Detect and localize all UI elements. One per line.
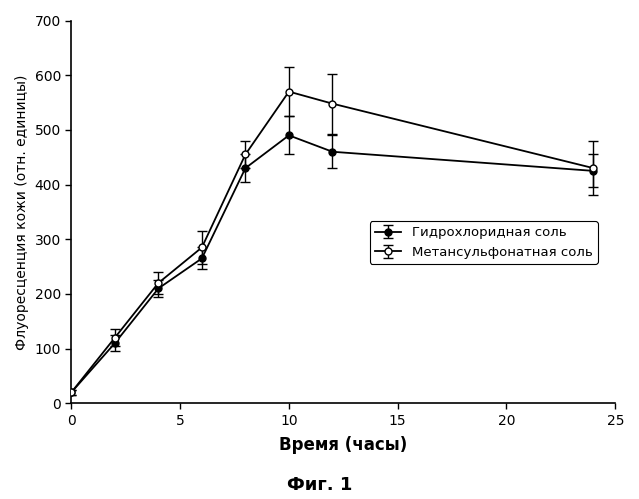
Legend: Гидрохлоридная соль, Метансульфонатная соль: Гидрохлоридная соль, Метансульфонатная с…	[369, 221, 597, 264]
Y-axis label: Флуоресценция кожи (отн. единицы): Флуоресценция кожи (отн. единицы)	[15, 74, 29, 350]
Text: Фиг. 1: Фиг. 1	[287, 476, 352, 494]
X-axis label: Время (часы): Время (часы)	[279, 436, 408, 454]
